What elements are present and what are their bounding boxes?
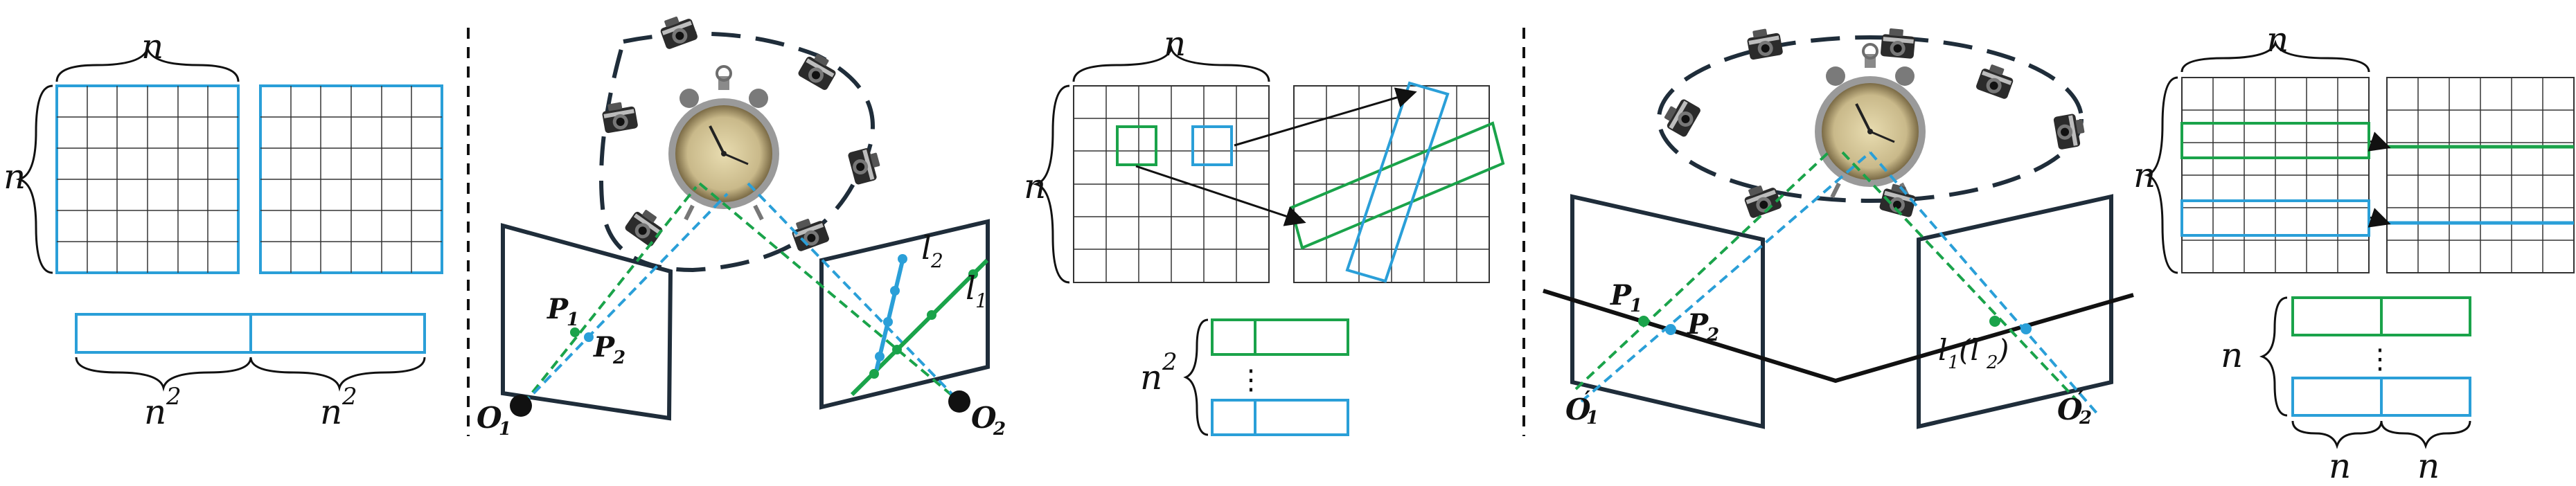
- brace-top: [2180, 39, 2370, 73]
- stack-row-blue: [1211, 399, 1349, 436]
- svg-text:2: 2: [2079, 408, 2092, 429]
- camera-icon: [2053, 112, 2087, 150]
- brace-bottom-left: [75, 357, 252, 392]
- brace-top: [1072, 44, 1270, 82]
- camera-icon: [1975, 62, 2016, 100]
- panel-matrix-flatten: n n n 2 n 2: [3, 26, 443, 432]
- camera-icon: [623, 205, 668, 248]
- label-n-left: n: [3, 156, 26, 197]
- camera-icon: [1746, 26, 1784, 60]
- label-n-bottom-left: n: [2329, 446, 2351, 486]
- label-n-left: n: [1024, 166, 1046, 206]
- svg-text:1: 1: [1586, 408, 1599, 429]
- camera-icon: [1660, 95, 1702, 138]
- svg-text:2: 2: [612, 348, 625, 368]
- brace-bottom-right: [249, 357, 426, 392]
- camera-orbit: [1657, 35, 2084, 203]
- svg-text:(l: (l: [1959, 333, 1980, 367]
- label-l1-l2: l: [1938, 333, 1947, 367]
- band-blue: [1345, 81, 1450, 283]
- grid-left: [55, 84, 240, 274]
- image-plane-right: [819, 219, 990, 410]
- label-n2-left: n: [144, 392, 166, 432]
- label-n2-right: n: [320, 392, 342, 432]
- brace-stack: [1183, 318, 1209, 436]
- stack-row-green: [1211, 318, 1349, 356]
- svg-text:1: 1: [499, 419, 511, 440]
- label-n2-sup: 2: [1162, 348, 1178, 376]
- camera-icon: [797, 50, 840, 91]
- arrow-green: [2368, 132, 2391, 152]
- label-o1: O: [477, 401, 502, 435]
- brace-bottom-right: [2380, 420, 2471, 449]
- camera-icon: [1880, 27, 1917, 60]
- arrow-green: [1135, 165, 1306, 226]
- label-n-top: n: [1164, 24, 1186, 64]
- svg-text:2: 2: [1986, 352, 1998, 373]
- svg-text:2: 2: [1706, 325, 1719, 345]
- label-p1: P: [547, 293, 569, 325]
- svg-text:1: 1: [975, 289, 988, 312]
- camera-icon: [657, 12, 699, 51]
- cell-blue: [1191, 125, 1233, 166]
- arrow-blue: [2368, 208, 2391, 228]
- svg-text:2: 2: [993, 419, 1006, 440]
- svg-text:1: 1: [567, 309, 579, 330]
- band-green: [1289, 121, 1505, 250]
- label-p2: P: [593, 331, 616, 363]
- brace-top: [55, 44, 240, 82]
- svg-text:′: ′: [2078, 387, 2084, 411]
- label-n-top: n: [141, 26, 163, 66]
- svg-text:1: 1: [1630, 296, 1642, 316]
- stack-dots: ⋮: [2366, 343, 2394, 375]
- panel-epipolar-pair: P 1 P 2 O 1 O 2 l 2 l 1: [477, 12, 1006, 440]
- svg-text:′: ′: [1585, 387, 1590, 411]
- label-n2-left-sup: 2: [166, 383, 181, 411]
- svg-text:1: 1: [1948, 352, 1960, 373]
- label-p2: P: [1687, 308, 1709, 341]
- svg-text:2: 2: [930, 249, 943, 272]
- label-l2: l: [921, 229, 932, 267]
- image-plane-left: [501, 223, 673, 421]
- grid-right: [259, 84, 443, 274]
- camera-center-o1: [510, 395, 532, 417]
- label-n-mid: n: [2221, 335, 2243, 375]
- stack-dots: ⋮: [1237, 364, 1265, 396]
- label-n2: n: [1140, 357, 1162, 397]
- epipolar-line-l2: [874, 254, 906, 372]
- label-n2-right-sup: 2: [341, 383, 357, 411]
- label-p1: P: [1610, 279, 1633, 312]
- image-plane-right: [1917, 194, 2113, 429]
- brace-stack: [2259, 296, 2288, 417]
- arrow-blue: [1234, 87, 1417, 147]
- label-o1-prime: O: [1565, 393, 1591, 426]
- camera-icon: [601, 100, 639, 134]
- label-o2: O: [971, 401, 997, 435]
- svg-text:): ): [1997, 333, 2009, 367]
- cell-green: [1116, 125, 1157, 166]
- image-plane-left: [1570, 194, 1765, 429]
- brace-left: [15, 84, 53, 274]
- label-l1: l: [966, 269, 976, 307]
- label-o2-prime: O: [2057, 393, 2083, 426]
- label-n-bottom-right: n: [2417, 446, 2440, 486]
- camera-center-o2: [948, 390, 970, 413]
- alarm-clock-icon: [1815, 44, 1926, 197]
- label-n-left: n: [2133, 155, 2156, 195]
- panel-row-matching: n n ⋮ n n n: [2133, 19, 2575, 486]
- panel-rectified-pair: P 1 P 2 O 1 ′ O 2 ′ l 1 (l 2 ): [1543, 26, 2134, 429]
- panel-epipolar-rotation: n n ⋮ n 2: [1024, 24, 1505, 436]
- camera-icon: [847, 145, 884, 186]
- brace-left: [2144, 76, 2178, 274]
- label-n-top: n: [2266, 19, 2289, 60]
- brace-left: [1032, 84, 1070, 284]
- brace-bottom-left: [2291, 420, 2383, 449]
